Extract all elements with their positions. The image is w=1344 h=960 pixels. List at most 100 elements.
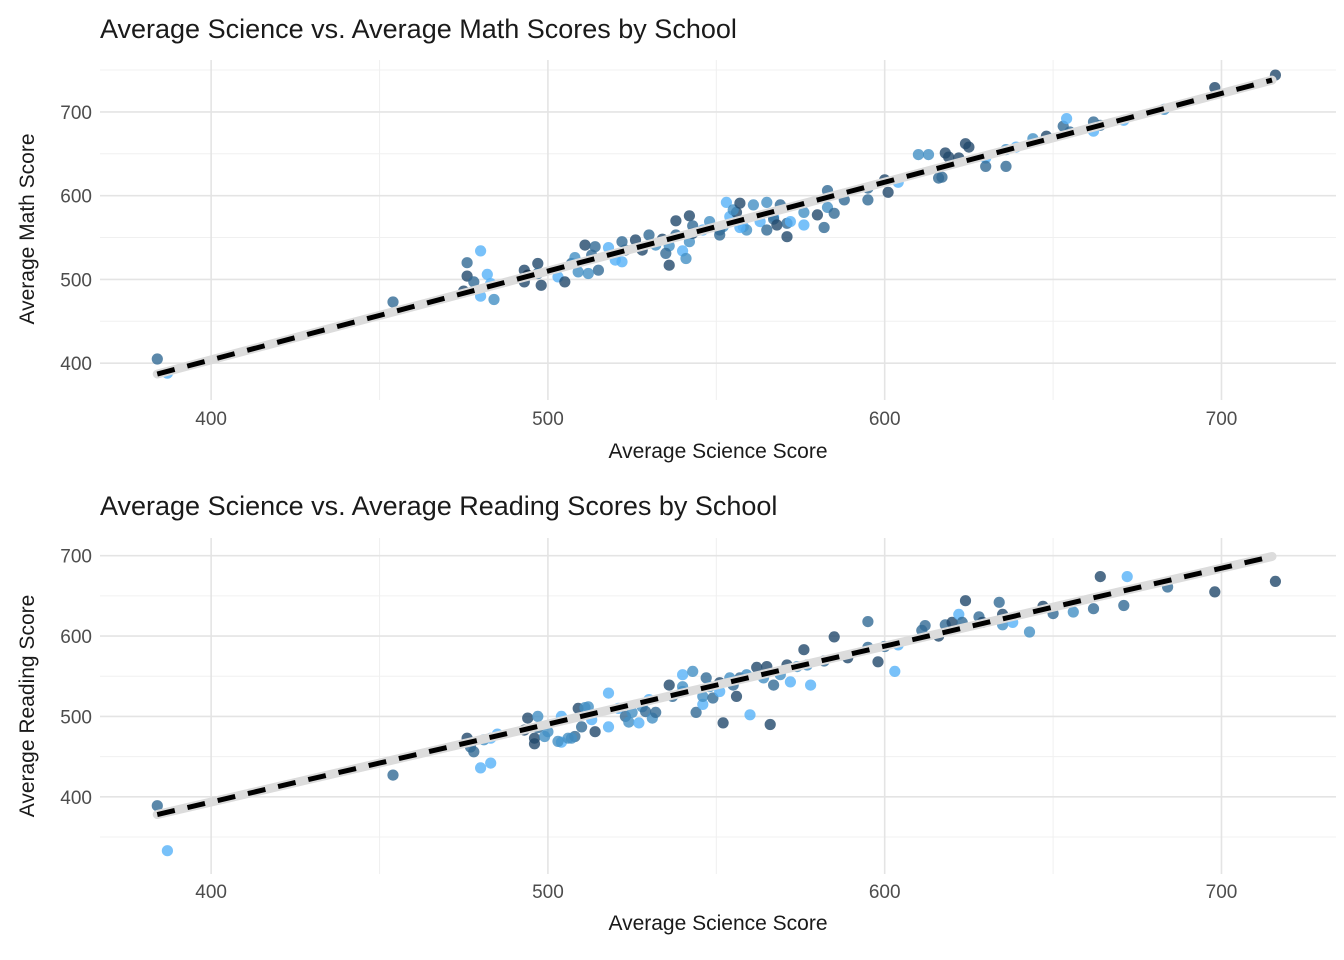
trend-line-dashed (156, 554, 1273, 817)
data-point (761, 196, 773, 208)
y-tick-label: 500 (60, 707, 92, 728)
data-point (690, 706, 702, 718)
data-point (717, 717, 729, 729)
data-point (468, 276, 480, 288)
data-point (677, 669, 689, 681)
data-point (747, 199, 760, 211)
data-point (730, 690, 743, 702)
x-tick-label: 400 (195, 882, 227, 903)
x-tick-label: 400 (195, 409, 227, 430)
data-point (882, 186, 894, 198)
data-point (1269, 575, 1281, 587)
y-tick-label: 600 (60, 627, 92, 648)
data-point (963, 141, 975, 153)
data-point (387, 769, 399, 781)
y-tick-label: 400 (60, 354, 92, 375)
science-reading-plot-panel: 400 500 600 700 400 500 600 700 (60, 538, 1336, 903)
data-point (528, 738, 541, 750)
data-point (798, 644, 810, 656)
data-point (862, 616, 874, 628)
data-point (805, 679, 817, 691)
science-math-plot-panel: 400 500 600 700 400 500 600 700 (60, 60, 1336, 430)
data-point (761, 224, 773, 236)
data-point (602, 687, 615, 699)
data-point (475, 245, 487, 257)
data-point (1061, 113, 1073, 125)
data-point (579, 239, 591, 251)
x-axis-title-science-math: Average Science Score (608, 440, 827, 463)
trend-line-dashed (156, 77, 1273, 377)
data-point (683, 210, 696, 222)
data-point (697, 690, 709, 702)
data-point (771, 219, 783, 231)
data-point (687, 665, 699, 677)
data-point (592, 264, 605, 276)
data-point (663, 259, 675, 271)
data-point (532, 710, 544, 722)
data-point (700, 672, 712, 684)
data-point (589, 726, 601, 738)
data-point (559, 276, 571, 288)
data-point (522, 712, 534, 724)
data-point (980, 160, 992, 172)
x-tick-label: 500 (532, 882, 564, 903)
data-point (582, 267, 594, 280)
y-tick-label: 700 (60, 547, 92, 568)
data-point (670, 215, 682, 227)
data-point (576, 721, 588, 733)
x-tick-label: 600 (869, 882, 901, 903)
data-point (993, 596, 1005, 608)
data-point (616, 236, 628, 248)
data-point (1121, 571, 1133, 583)
data-point (781, 231, 793, 243)
data-point (751, 661, 763, 673)
data-point (828, 631, 840, 643)
data-point (1209, 586, 1221, 598)
data-point (552, 735, 564, 747)
data-point (565, 732, 578, 744)
data-point (936, 171, 948, 183)
data-point (768, 679, 780, 691)
data-point (959, 595, 972, 607)
x-tick-label: 600 (869, 409, 901, 430)
x-axis-title-science-reading: Average Science Score (608, 912, 827, 935)
data-point (720, 196, 733, 208)
chart-title-science-math: Average Science vs. Average Math Scores … (100, 14, 737, 44)
data-point (744, 709, 756, 721)
data-point (485, 757, 497, 769)
data-point (889, 665, 901, 677)
data-point (919, 620, 931, 632)
data-point (660, 247, 672, 259)
x-tick-label: 500 (532, 409, 564, 430)
data-point (589, 241, 601, 253)
data-point (912, 149, 925, 161)
data-point (784, 216, 797, 228)
data-point (818, 221, 830, 234)
science-reading-scatter-chart: 400 500 600 700 400 500 600 700 Average Science… (16, 491, 1336, 935)
data-point (532, 257, 544, 270)
data-point (633, 717, 645, 729)
data-point (764, 718, 776, 731)
data-point (602, 721, 615, 733)
data-point (798, 206, 810, 218)
data-point (811, 209, 824, 221)
data-point (468, 746, 480, 758)
data-point (535, 279, 547, 291)
y-axis-title-math: Average Math Score (16, 133, 39, 324)
data-point (798, 219, 810, 231)
data-point (616, 256, 628, 268)
data-point (784, 676, 797, 688)
data-point (481, 268, 493, 280)
y-tick-label: 400 (60, 788, 92, 809)
data-point (161, 845, 173, 857)
data-point (663, 679, 675, 691)
data-point (461, 257, 473, 269)
data-point (872, 656, 884, 668)
y-axis-title-reading: Average Reading Score (16, 595, 39, 818)
data-point (475, 762, 487, 774)
y-tick-label: 600 (60, 187, 92, 208)
data-point (828, 207, 840, 219)
chart-title-science-reading: Average Science vs. Average Reading Scor… (100, 491, 777, 521)
data-point (943, 151, 955, 163)
